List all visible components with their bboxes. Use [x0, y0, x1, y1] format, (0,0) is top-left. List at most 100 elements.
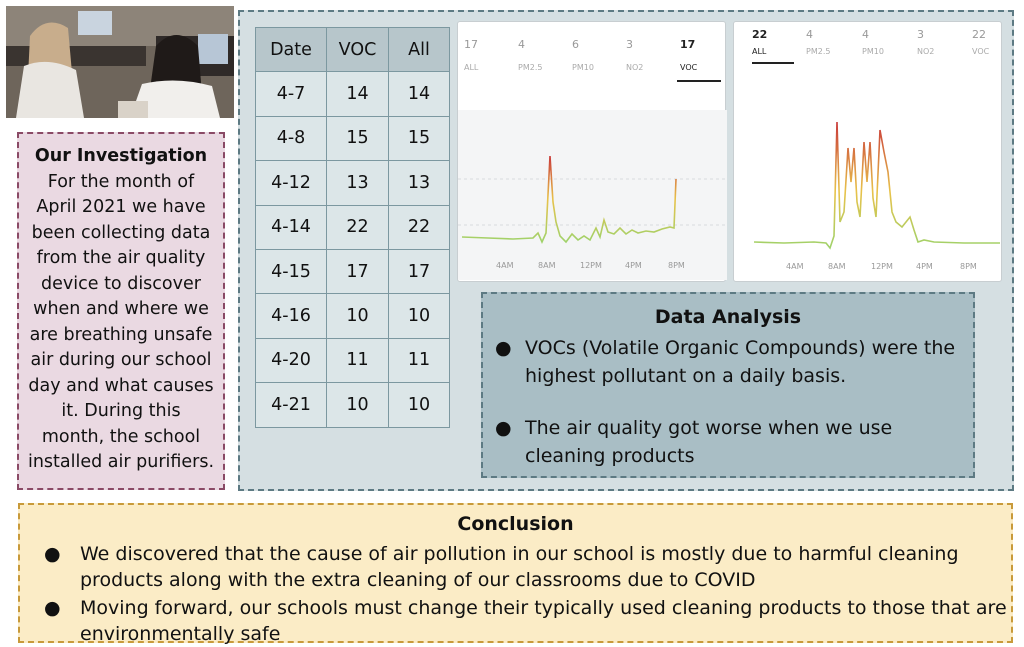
- table-row: 4-21 10 10: [255, 382, 450, 428]
- cell-date: 4-20: [255, 337, 327, 384]
- investigation-line: air during our school: [30, 350, 212, 370]
- cell-voc: 13: [326, 160, 389, 206]
- voc-chart-apr-14: 22 ALL 4 PM2.5 4 PM10 3 NO2 22 VOC 4AM 8…: [733, 21, 1002, 282]
- table-row: 4-20 11 11: [255, 337, 450, 384]
- tab-value: 17: [464, 38, 478, 51]
- investigation-line: when and where we: [33, 299, 209, 319]
- cell-voc: 22: [326, 204, 389, 250]
- tab-all[interactable]: 22 ALL: [752, 28, 767, 56]
- investigation-line: are breathing unsafe: [29, 324, 213, 345]
- x-tick: 8PM: [960, 262, 977, 271]
- x-tick: 4AM: [786, 262, 804, 271]
- analysis-bullet: ● The air quality got worse when we use …: [495, 414, 893, 470]
- tab-pm10[interactable]: 6 PM10: [572, 38, 594, 72]
- table-row: 4-12 13 13: [255, 160, 450, 206]
- investigation-line: For the month of: [47, 171, 195, 192]
- investigation-line: installed air purifiers.: [27, 452, 215, 472]
- tab-pm10[interactable]: 4 PM10: [862, 28, 884, 56]
- x-tick: 4PM: [625, 261, 642, 270]
- selected-tab-underline: [752, 62, 794, 64]
- cell-date: 4-21: [255, 382, 327, 428]
- data-analysis-box: Data Analysis ● VOCs (Volatile Organic C…: [481, 292, 975, 478]
- cell-voc: 15: [326, 115, 389, 162]
- tab-pm25[interactable]: 4 PM2.5: [518, 38, 542, 72]
- cell-all: 15: [388, 115, 450, 162]
- analysis-title: Data Analysis: [654, 306, 802, 328]
- x-tick: 4AM: [496, 261, 514, 270]
- tab-label: NO2: [917, 47, 934, 56]
- tab-value: 3: [917, 28, 924, 41]
- tab-value: 4: [518, 38, 525, 51]
- x-tick: 8AM: [538, 261, 556, 270]
- tab-voc[interactable]: 22 VOC: [972, 28, 990, 56]
- bullet-line: products along with the extra cleaning o…: [80, 569, 756, 591]
- tab-label: NO2: [626, 63, 643, 72]
- conclusion-box: Conclusion ● We discovered that the caus…: [18, 503, 1013, 645]
- table-header-row: Date VOC All: [255, 26, 450, 73]
- investigation-line: from the air quality: [36, 248, 206, 268]
- cell-date: 4-16: [255, 293, 327, 339]
- table-row: 4-15 17 17: [255, 248, 450, 295]
- tab-label: PM2.5: [518, 63, 542, 72]
- bullet-dot: ●: [495, 337, 512, 359]
- analysis-bullet: ● VOCs (Volatile Organic Compounds) were…: [495, 334, 956, 390]
- investigation-line: it. During this: [61, 401, 181, 421]
- header-all: All: [388, 26, 450, 73]
- cell-date: 4-12: [255, 160, 327, 206]
- x-tick: 12PM: [580, 261, 602, 270]
- plot-area: [458, 110, 727, 280]
- table-row: 4-8 15 15: [255, 115, 450, 162]
- tab-label: PM2.5: [806, 47, 830, 56]
- voc-chart-apr-15: 17 ALL 4 PM2.5 6 PM10 3 NO2 17 VOC 4AM 8…: [457, 21, 727, 282]
- cell-voc: 14: [326, 71, 389, 117]
- bullet-dot: ●: [495, 417, 512, 439]
- investigation-line: device to discover: [41, 273, 201, 294]
- bullet-line: The air quality got worse when we use: [525, 417, 893, 439]
- bullet-line: We discovered that the cause of air poll…: [80, 543, 959, 565]
- tab-label: ALL: [752, 47, 767, 56]
- tab-voc[interactable]: 17 VOC: [680, 38, 698, 72]
- cell-voc: 10: [326, 293, 389, 339]
- tab-all[interactable]: 17 ALL: [464, 38, 479, 72]
- bullet-dot: ●: [44, 597, 61, 619]
- cell-voc: 17: [326, 248, 389, 295]
- tab-value: 6: [572, 38, 579, 51]
- tab-value: 3: [626, 38, 633, 51]
- tab-label: VOC: [972, 47, 990, 56]
- cell-date: 4-8: [255, 115, 327, 162]
- tab-label: PM10: [572, 63, 594, 72]
- bullet-line: VOCs (Volatile Organic Compounds) were t…: [525, 337, 956, 359]
- tab-label: ALL: [464, 63, 479, 72]
- tab-label: PM10: [862, 47, 884, 56]
- selected-tab-underline: [677, 80, 721, 82]
- cell-all: 10: [388, 293, 450, 339]
- table-row: 4-7 14 14: [255, 71, 450, 117]
- tab-value: 4: [862, 28, 869, 41]
- investigation-line: April 2021 we have: [36, 197, 206, 217]
- tab-value: 4: [806, 28, 813, 41]
- tab-pm25[interactable]: 4 PM2.5: [806, 28, 830, 56]
- cell-all: 22: [388, 204, 450, 250]
- tab-value: 17: [680, 38, 695, 51]
- tab-no2[interactable]: 3 NO2: [917, 28, 934, 56]
- cell-all: 13: [388, 160, 450, 206]
- x-tick: 8AM: [828, 262, 846, 271]
- cell-all: 11: [388, 337, 450, 384]
- bullet-line: environmentally safe: [80, 623, 281, 645]
- table-row: 4-16 10 10: [255, 293, 450, 339]
- cell-date: 4-7: [255, 71, 327, 117]
- bullet-line: highest pollutant on a daily basis.: [525, 365, 847, 387]
- investigation-line: month, the school: [41, 426, 201, 447]
- investigation-line: day and what causes: [28, 375, 214, 396]
- tab-no2[interactable]: 3 NO2: [626, 38, 643, 72]
- cell-all: 10: [388, 382, 450, 428]
- bullet-dot: ●: [44, 543, 61, 565]
- header-date: Date: [255, 26, 327, 73]
- voc-series-line: [753, 121, 1000, 250]
- conclusion-title: Conclusion: [457, 513, 574, 535]
- investigation-box: Our Investigation For the month of April…: [17, 132, 225, 490]
- conclusion-bullet: ● We discovered that the cause of air po…: [44, 541, 959, 593]
- cell-all: 17: [388, 248, 450, 295]
- cell-date: 4-14: [255, 204, 327, 250]
- bullet-line: cleaning products: [525, 445, 695, 467]
